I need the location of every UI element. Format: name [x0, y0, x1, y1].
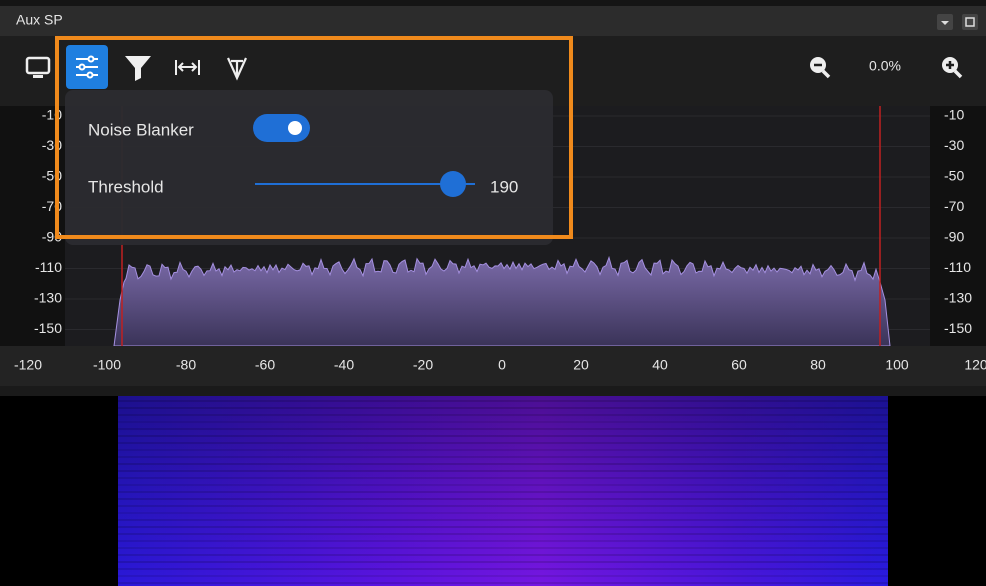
noise-blanker-toggle[interactable] — [253, 114, 310, 142]
freq-tick: -80 — [176, 357, 196, 373]
freq-tick: -60 — [255, 357, 275, 373]
dbm-tick-left: -130 — [34, 290, 62, 306]
waterfall-streak — [118, 568, 888, 570]
spectrum-trace — [114, 258, 890, 347]
waterfall-streak — [118, 435, 888, 437]
waterfall-streak — [118, 512, 888, 514]
dbm-tick-left: -50 — [42, 168, 62, 184]
page: {"window": {"title": "Aux SP"}, "toolbar… — [0, 0, 986, 586]
waterfall-streak — [118, 463, 888, 465]
freq-tick: -120 — [14, 357, 42, 373]
freq-tick: -20 — [413, 357, 433, 373]
waterfall-streak — [118, 449, 888, 451]
waterfall-streak — [118, 533, 888, 535]
waterfall-streak — [118, 540, 888, 542]
waterfall-streak — [118, 575, 888, 577]
dbm-tick-right: -50 — [944, 168, 964, 184]
waterfall-streak — [118, 505, 888, 507]
waterfall-streak — [118, 400, 888, 402]
waterfall-streak — [118, 519, 888, 521]
waterfall-streak — [118, 421, 888, 423]
separator — [0, 386, 986, 396]
dbm-tick-left: -10 — [42, 107, 62, 123]
freq-tick: 80 — [810, 357, 826, 373]
freq-tick: 120 — [964, 357, 986, 373]
dbm-tick-right: -90 — [944, 229, 964, 245]
dbm-tick-right: -110 — [944, 259, 971, 275]
frequency-axis — [0, 346, 986, 386]
window-title: Aux SP — [16, 12, 63, 28]
waterfall-streak — [118, 498, 888, 500]
settings-button[interactable] — [66, 45, 108, 89]
freq-tick: 40 — [652, 357, 668, 373]
waterfall-streak — [118, 414, 888, 416]
maximize-button[interactable] — [962, 14, 978, 30]
freq-tick: 20 — [573, 357, 589, 373]
dbm-tick-left: -150 — [34, 320, 62, 336]
dbm-tick-right: -150 — [944, 320, 972, 336]
dbm-tick-left: -70 — [42, 198, 62, 214]
freq-tick: 60 — [731, 357, 747, 373]
threshold-slider-thumb[interactable] — [440, 171, 466, 197]
dbm-tick-right: -10 — [944, 107, 964, 123]
dbm-tick-right: -130 — [944, 290, 972, 306]
freq-tick: 0 — [498, 357, 506, 373]
waterfall-streak — [118, 442, 888, 444]
freq-tick: 100 — [885, 357, 909, 373]
zoom-level: 0.0% — [869, 58, 901, 74]
waterfall-streak — [118, 561, 888, 563]
waterfall-streak — [118, 407, 888, 409]
waterfall-streak — [118, 526, 888, 528]
threshold-value: 190 — [490, 177, 518, 196]
dbm-tick-right: -70 — [944, 198, 964, 214]
dbm-tick-right: -30 — [944, 137, 964, 153]
waterfall-streak — [118, 582, 888, 584]
freq-tick: -40 — [334, 357, 354, 373]
waterfall-streak — [118, 547, 888, 549]
waterfall-streak — [118, 477, 888, 479]
waterfall-streak — [118, 456, 888, 458]
threshold-label: Threshold — [88, 177, 164, 196]
waterfall-streak — [118, 428, 888, 430]
waterfall-streak — [118, 491, 888, 493]
noise-blanker-label: Noise Blanker — [88, 120, 194, 139]
dbm-tick-left: -30 — [42, 137, 62, 153]
freq-tick: -100 — [93, 357, 121, 373]
waterfall-streak — [118, 554, 888, 556]
dbm-tick-left: -110 — [35, 259, 62, 275]
title-bar — [0, 6, 986, 36]
waterfall-streak — [118, 470, 888, 472]
waterfall-streak — [118, 484, 888, 486]
aux-sp-window: Aux SP 0.0% -10 -10 -30 -30 -50 -50 -70 -70 -90 -… — [0, 0, 986, 586]
settings-popup — [65, 90, 553, 245]
